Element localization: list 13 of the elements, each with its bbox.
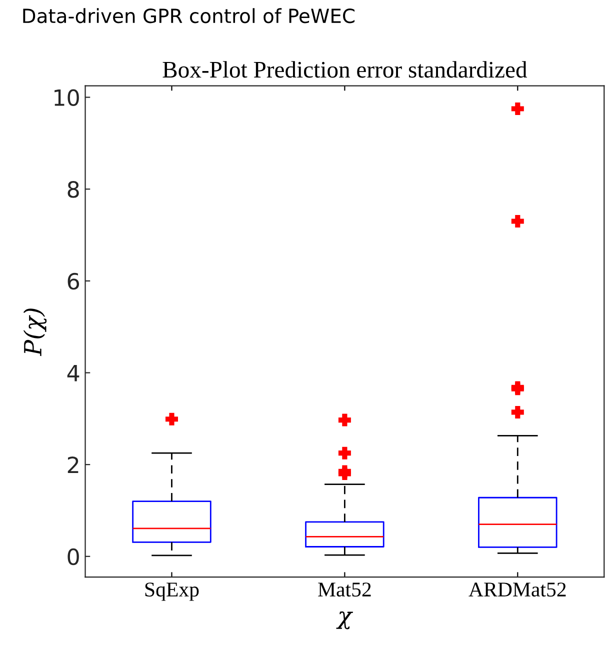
x-tick-label: Mat52 — [318, 582, 371, 597]
x-tick-label: SqExp — [145, 582, 199, 601]
y-tick-label: 8 — [68, 181, 79, 198]
y-axis-title: P(χ) — [23, 308, 47, 356]
y-tick-label: 2 — [68, 456, 78, 474]
chart-title: Box-Plot Prediction error standardized — [162, 61, 528, 78]
x-axis-title: χ — [336, 611, 354, 630]
y-tick-label: 6 — [68, 272, 79, 290]
y-tick-label: 0 — [68, 548, 79, 566]
chart-subtitle: Data-driven GPR control of PeWEC — [23, 8, 354, 24]
x-tick-label: ARDMat52 — [468, 582, 566, 597]
y-tick-label: 10 — [54, 89, 79, 106]
y-tick-label: 4 — [67, 364, 80, 382]
